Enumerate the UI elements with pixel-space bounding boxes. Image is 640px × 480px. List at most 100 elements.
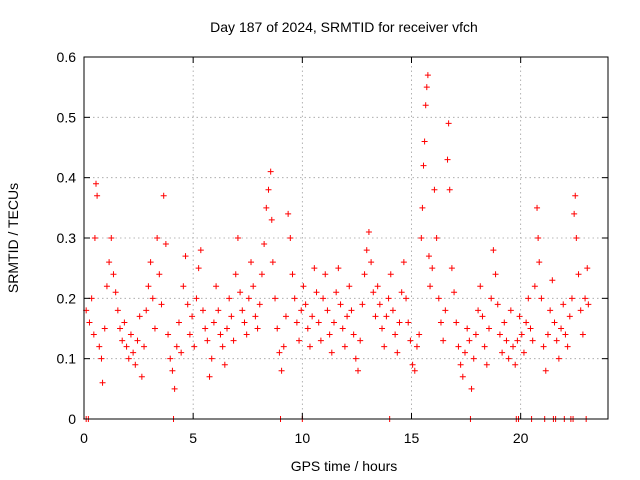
x-tick-label: 20	[513, 430, 529, 446]
data-point	[413, 343, 420, 350]
data-point	[99, 379, 106, 386]
data-point	[479, 313, 486, 320]
data-point	[496, 331, 503, 338]
data-point	[169, 367, 176, 374]
data-point	[112, 289, 119, 296]
data-point	[175, 319, 182, 326]
data-point	[445, 120, 452, 127]
data-point	[383, 313, 390, 320]
data-point	[499, 349, 506, 356]
data-point	[538, 295, 545, 302]
data-point	[527, 325, 534, 332]
data-point	[293, 319, 300, 326]
data-point	[335, 265, 342, 272]
data-point	[93, 180, 100, 187]
data-point	[136, 313, 143, 320]
data-point	[512, 361, 519, 368]
data-point	[584, 265, 591, 272]
data-point	[547, 307, 554, 314]
grid-lines	[84, 57, 608, 419]
data-point	[507, 307, 514, 314]
data-point	[208, 355, 215, 362]
data-point	[272, 295, 279, 302]
data-point	[376, 301, 383, 308]
data-point	[514, 337, 521, 344]
data-point	[348, 307, 355, 314]
data-point	[96, 343, 103, 350]
data-point	[363, 247, 370, 254]
data-point	[147, 259, 154, 266]
data-point	[492, 271, 499, 278]
data-point	[143, 307, 150, 314]
data-point	[324, 307, 331, 314]
data-point	[268, 216, 275, 223]
data-point	[215, 307, 222, 314]
data-point	[355, 367, 362, 374]
data-point	[98, 355, 105, 362]
data-point	[455, 343, 462, 350]
data-point	[256, 301, 263, 308]
data-point	[239, 307, 246, 314]
data-point	[419, 204, 426, 211]
data-point	[173, 343, 180, 350]
data-point	[457, 361, 464, 368]
data-point	[573, 235, 580, 241]
data-point	[475, 307, 482, 314]
data-point	[167, 355, 174, 362]
data-point	[459, 373, 466, 380]
data-point	[370, 289, 377, 296]
data-point	[206, 373, 213, 380]
data-point	[269, 259, 276, 266]
data-point	[535, 235, 542, 241]
data-point	[285, 210, 292, 217]
data-point	[287, 235, 294, 241]
data-point	[529, 337, 536, 344]
data-point	[184, 301, 191, 308]
data-point	[298, 307, 305, 314]
data-point	[130, 349, 137, 356]
data-point	[435, 295, 442, 302]
data-point	[197, 247, 204, 254]
data-point	[154, 235, 161, 241]
data-point	[461, 349, 468, 356]
data-point	[182, 253, 189, 260]
data-point	[296, 337, 303, 344]
data-point	[339, 325, 346, 332]
data-point	[572, 192, 579, 199]
data-point	[250, 283, 257, 290]
y-tick-label: 0.2	[57, 290, 77, 306]
data-point	[560, 301, 567, 308]
y-tick-label: 0	[68, 411, 76, 427]
data-point	[162, 241, 169, 248]
data-point	[398, 289, 405, 296]
data-point	[101, 325, 108, 332]
y-tick-label: 0.3	[57, 230, 77, 246]
data-point	[437, 319, 444, 326]
data-point	[344, 313, 351, 320]
data-point	[396, 319, 403, 326]
y-axis-label: SRMTID / TECUs	[5, 183, 21, 293]
data-point	[309, 313, 316, 320]
chart-title: Day 187 of 2024, SRMTID for receiver vfc…	[210, 19, 478, 35]
data-point	[326, 331, 333, 338]
data-point	[387, 271, 394, 278]
data-point	[171, 385, 178, 392]
data-point	[228, 313, 235, 320]
data-point	[304, 325, 311, 332]
y-tick-label: 0.5	[57, 109, 77, 125]
data-point	[523, 319, 530, 326]
data-point	[418, 235, 425, 241]
data-point	[282, 313, 289, 320]
data-point	[420, 162, 427, 169]
y-tick-label: 0.1	[57, 351, 77, 367]
data-point	[468, 385, 475, 392]
data-point	[536, 259, 543, 266]
data-point	[320, 295, 327, 302]
data-point	[568, 295, 575, 302]
data-point	[252, 313, 259, 320]
data-point	[204, 337, 211, 344]
data-point	[213, 283, 220, 290]
data-point	[582, 295, 589, 302]
data-point	[374, 283, 381, 290]
data-point	[90, 331, 97, 338]
